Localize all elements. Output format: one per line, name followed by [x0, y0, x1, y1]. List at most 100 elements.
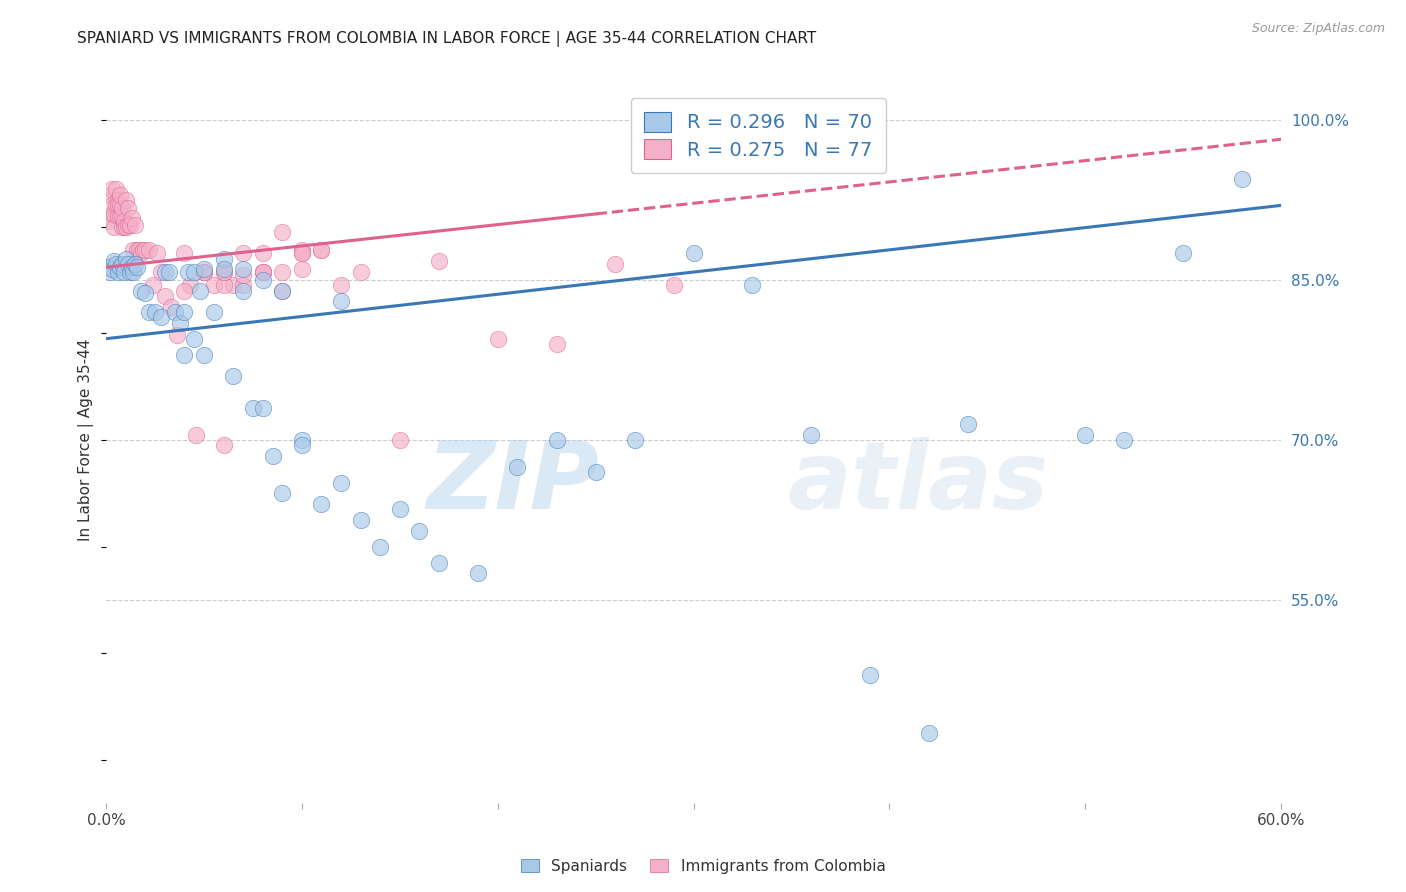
- Point: [232, 268, 254, 282]
- Point: [212, 264, 235, 278]
- Point: [232, 246, 254, 260]
- Point: [104, 198, 127, 212]
- Point: [311, 243, 333, 257]
- Point: [163, 305, 186, 319]
- Point: [101, 198, 124, 212]
- Point: [212, 264, 235, 278]
- Point: [104, 257, 127, 271]
- Point: [252, 264, 274, 278]
- Point: [101, 182, 124, 196]
- Point: [108, 198, 131, 212]
- Point: [1230, 171, 1253, 186]
- Point: [134, 285, 156, 300]
- Point: [112, 214, 135, 228]
- Point: [186, 427, 208, 442]
- Point: [585, 465, 607, 479]
- Point: [104, 182, 127, 196]
- Point: [1173, 246, 1195, 260]
- Text: atlas: atlas: [787, 437, 1049, 530]
- Point: [202, 278, 225, 293]
- Point: [108, 209, 131, 223]
- Point: [193, 264, 215, 278]
- Point: [173, 305, 195, 319]
- Point: [101, 207, 124, 221]
- Point: [212, 262, 235, 277]
- Point: [222, 369, 245, 384]
- Point: [242, 401, 264, 415]
- Point: [427, 556, 450, 570]
- Point: [546, 433, 568, 447]
- Point: [173, 246, 195, 260]
- Point: [107, 198, 129, 212]
- Point: [114, 252, 136, 266]
- Point: [121, 260, 143, 275]
- Point: [271, 284, 294, 298]
- Point: [138, 243, 160, 257]
- Point: [98, 264, 121, 278]
- Point: [131, 246, 153, 260]
- Point: [859, 667, 882, 681]
- Point: [117, 218, 139, 232]
- Point: [173, 348, 195, 362]
- Point: [193, 264, 215, 278]
- Point: [107, 193, 129, 207]
- Point: [800, 427, 823, 442]
- Point: [232, 262, 254, 277]
- Point: [222, 278, 245, 293]
- Point: [149, 264, 172, 278]
- Point: [117, 257, 139, 271]
- Point: [330, 475, 353, 490]
- Point: [179, 278, 201, 293]
- Point: [143, 305, 166, 319]
- Point: [108, 260, 131, 275]
- Point: [202, 305, 225, 319]
- Point: [114, 219, 136, 234]
- Point: [183, 264, 205, 278]
- Point: [252, 246, 274, 260]
- Point: [408, 524, 430, 538]
- Point: [127, 260, 149, 275]
- Point: [291, 246, 314, 260]
- Point: [262, 449, 284, 463]
- Point: [118, 264, 141, 278]
- Point: [212, 278, 235, 293]
- Point: [111, 257, 134, 271]
- Point: [956, 417, 979, 431]
- Point: [169, 316, 191, 330]
- Point: [159, 300, 181, 314]
- Legend: Spaniards, Immigrants from Colombia: Spaniards, Immigrants from Colombia: [515, 853, 891, 880]
- Point: [271, 486, 294, 500]
- Point: [486, 332, 509, 346]
- Point: [252, 401, 274, 415]
- Point: [98, 187, 121, 202]
- Point: [153, 289, 176, 303]
- Point: [1074, 427, 1097, 442]
- Point: [212, 252, 235, 266]
- Point: [183, 332, 205, 346]
- Point: [624, 433, 647, 447]
- Point: [388, 502, 411, 516]
- Point: [291, 243, 314, 257]
- Point: [1114, 433, 1136, 447]
- Point: [122, 243, 145, 257]
- Point: [350, 513, 373, 527]
- Point: [271, 264, 294, 278]
- Point: [112, 264, 135, 278]
- Point: [108, 187, 131, 202]
- Point: [193, 348, 215, 362]
- Point: [605, 257, 627, 271]
- Point: [112, 219, 135, 234]
- Point: [134, 243, 156, 257]
- Point: [103, 219, 125, 234]
- Point: [149, 310, 172, 325]
- Point: [252, 273, 274, 287]
- Point: [467, 566, 489, 581]
- Point: [107, 264, 129, 278]
- Point: [427, 253, 450, 268]
- Point: [173, 284, 195, 298]
- Point: [662, 278, 685, 293]
- Text: SPANIARD VS IMMIGRANTS FROM COLOMBIA IN LABOR FORCE | AGE 35-44 CORRELATION CHAR: SPANIARD VS IMMIGRANTS FROM COLOMBIA IN …: [77, 31, 817, 47]
- Point: [291, 433, 314, 447]
- Point: [128, 243, 150, 257]
- Point: [311, 243, 333, 257]
